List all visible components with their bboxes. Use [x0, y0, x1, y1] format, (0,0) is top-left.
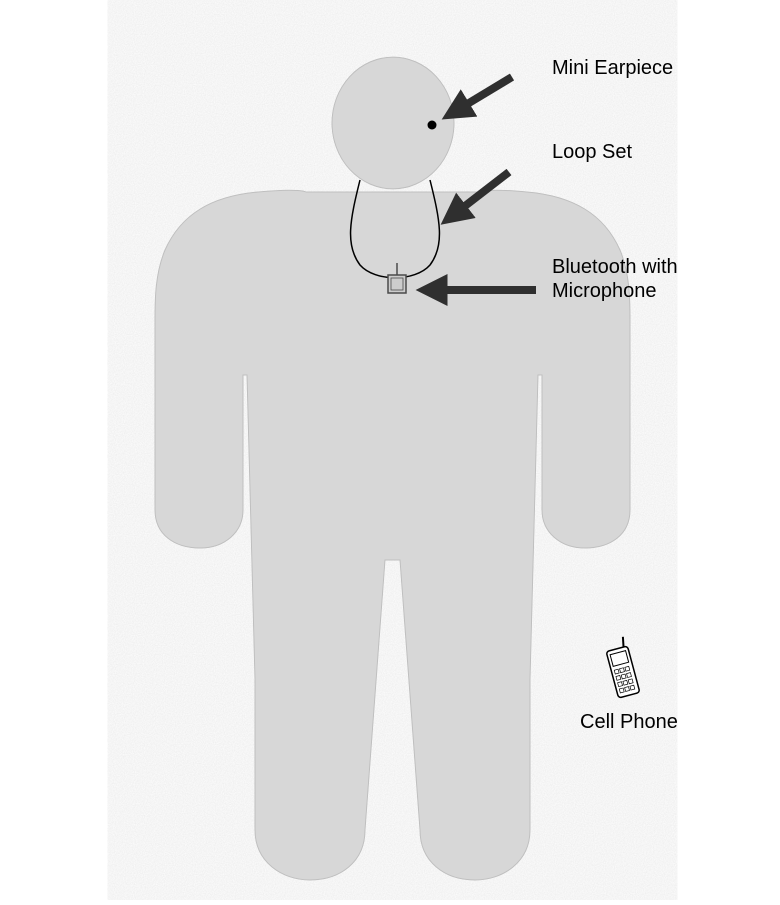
- diagram-canvas: Mini Earpiece Loop Set Bluetooth with Mi…: [0, 0, 780, 900]
- phone-antenna: [621, 637, 626, 647]
- label-earpiece: Mini Earpiece: [552, 56, 673, 80]
- arrow-earpiece: [454, 77, 512, 112]
- diagram-svg: [0, 0, 780, 900]
- label-loop: Loop Set: [552, 140, 632, 164]
- label-phone: Cell Phone: [580, 710, 678, 734]
- cell-phone-icon: [604, 636, 640, 698]
- body-silhouette: [155, 57, 630, 880]
- label-bluetooth: Bluetooth with Microphone: [552, 255, 678, 303]
- earpiece-dot: [428, 121, 437, 130]
